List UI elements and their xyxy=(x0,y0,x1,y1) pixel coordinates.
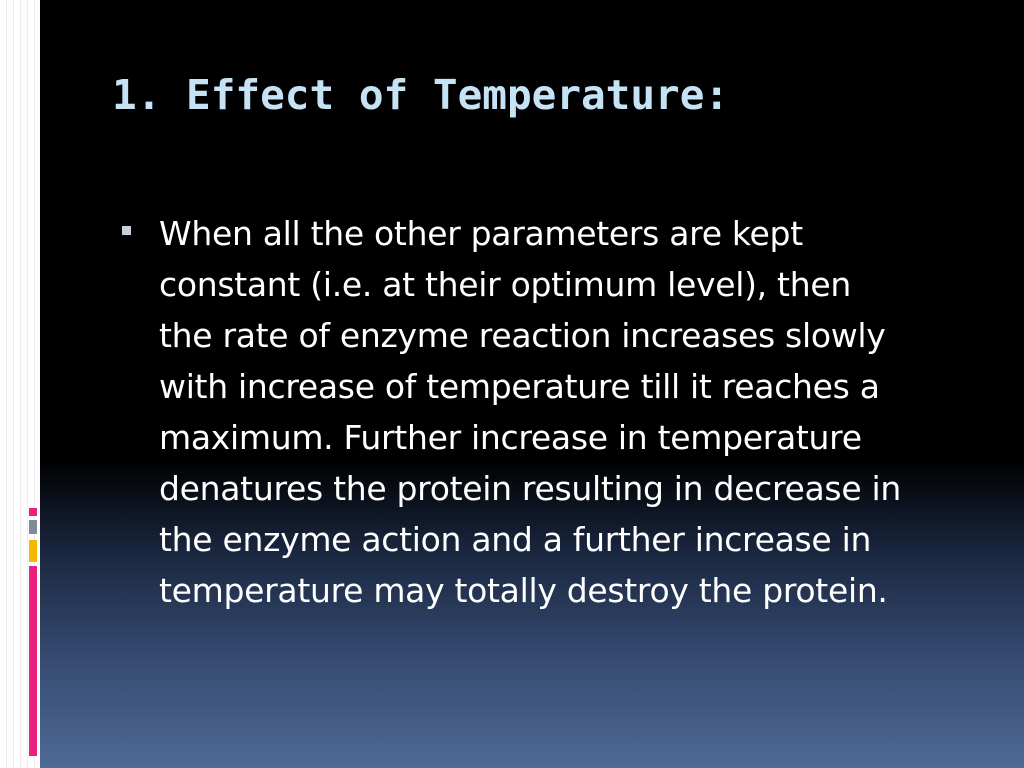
bullet-line: temperature may totally destroy the prot… xyxy=(159,571,888,610)
bullet-text: When all the other parameters are kept c… xyxy=(159,208,901,616)
bullet-line: constant (i.e. at their optimum level), … xyxy=(159,265,851,304)
slide-title: 1. Effect of Temperature: xyxy=(112,71,730,119)
bullet-item: When all the other parameters are kept c… xyxy=(122,208,982,616)
left-decorative-strip xyxy=(0,0,40,768)
accent-pink-small-bar xyxy=(29,508,37,516)
accent-gray-bar xyxy=(29,520,37,534)
accent-pink-bar xyxy=(29,566,37,756)
square-bullet-icon xyxy=(122,226,131,235)
bullet-line: the enzyme action and a further increase… xyxy=(159,520,872,559)
bullet-line: with increase of temperature till it rea… xyxy=(159,367,880,406)
bullet-line: maximum. Further increase in temperature xyxy=(159,418,862,457)
accent-yellow-bar xyxy=(29,540,37,562)
bullet-line: the rate of enzyme reaction increases sl… xyxy=(159,316,886,355)
bullet-line: When all the other parameters are kept xyxy=(159,214,803,253)
slide-content: When all the other parameters are kept c… xyxy=(122,208,982,616)
bullet-line: denatures the protein resulting in decre… xyxy=(159,469,901,508)
